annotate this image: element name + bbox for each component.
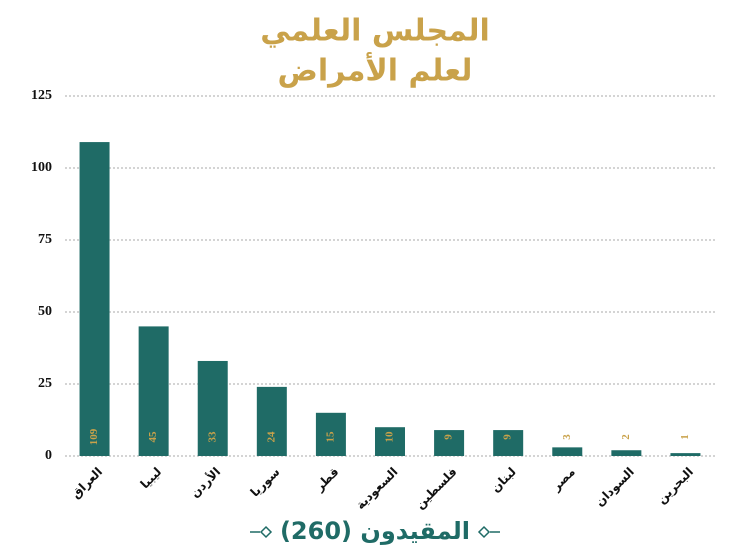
y-tick-label: 50 xyxy=(38,304,52,319)
value-label: 9 xyxy=(443,434,455,440)
x-tick-label: قطر xyxy=(312,465,342,495)
value-label: 1 xyxy=(679,434,691,440)
chart-title: المجلس العلمي xyxy=(260,14,490,49)
value-label: 15 xyxy=(324,431,336,443)
x-tick-label: الأردن xyxy=(187,464,223,500)
y-tick-label: 125 xyxy=(31,88,52,103)
bar xyxy=(611,450,642,456)
bar xyxy=(315,412,346,456)
value-label: 10 xyxy=(384,431,396,443)
x-tick-label: السعودية xyxy=(353,465,401,513)
value-label: 9 xyxy=(502,434,514,440)
x-tick-label: العراق xyxy=(69,465,106,502)
x-tick-label: لبنان xyxy=(488,465,518,495)
bar xyxy=(434,430,465,456)
decoration xyxy=(250,525,500,539)
value-label: 2 xyxy=(620,434,632,440)
chart-title: لعلم الأمراض xyxy=(278,52,473,89)
bar xyxy=(79,142,110,456)
y-tick-label: 75 xyxy=(38,232,52,247)
x-tick-label: مصر xyxy=(548,465,577,494)
value-label: 109 xyxy=(88,428,100,445)
value-label: 24 xyxy=(265,431,277,443)
y-tick-label: 25 xyxy=(38,376,52,391)
bar xyxy=(256,386,287,456)
x-tick-label: السودان xyxy=(593,465,638,510)
x-tick-label: فلسطين xyxy=(413,465,460,512)
y-tick-label: 0 xyxy=(45,448,52,463)
x-tick-label: البحرين xyxy=(654,465,696,507)
bar xyxy=(493,430,524,456)
value-label: 3 xyxy=(561,434,573,440)
x-axis-label: المقيدون (260) xyxy=(280,517,470,545)
bar xyxy=(138,326,169,456)
x-tick-label: ليبيا xyxy=(138,465,165,492)
bar xyxy=(552,447,583,456)
value-label: 33 xyxy=(206,431,218,443)
y-tick-label: 100 xyxy=(31,160,52,175)
bar xyxy=(670,453,701,456)
bar xyxy=(375,427,405,456)
x-tick-label: سوريا xyxy=(248,465,284,501)
value-label: 45 xyxy=(147,431,159,443)
bar xyxy=(197,360,228,456)
